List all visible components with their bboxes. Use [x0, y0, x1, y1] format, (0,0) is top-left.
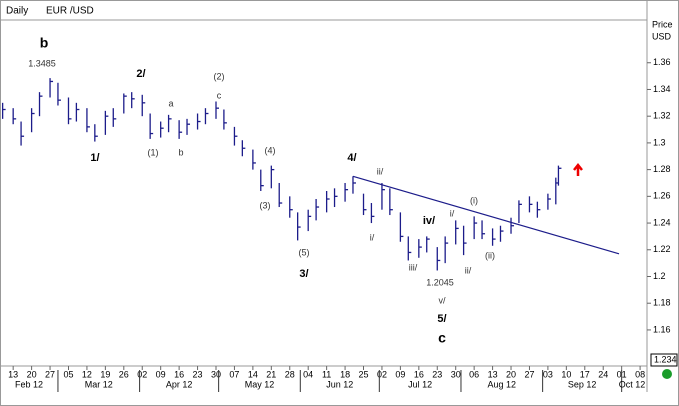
wave-label: (i)	[470, 195, 478, 205]
wave-label: (ii)	[485, 250, 495, 260]
wave-label: 1.2045	[426, 277, 454, 287]
x-tick-label: 20	[27, 369, 37, 379]
wave-label: c	[217, 90, 222, 100]
x-tick-label: 13	[488, 369, 498, 379]
x-tick-label: 12	[82, 369, 92, 379]
wave-label: (1)	[148, 147, 159, 157]
x-tick-label: 28	[285, 369, 295, 379]
x-tick-label: 09	[395, 369, 405, 379]
y-tick-label: 1.26	[653, 191, 671, 201]
month-label: Jul 12	[408, 379, 432, 389]
y-axis-label: Price	[652, 19, 673, 29]
wave-label: a	[168, 98, 173, 108]
month-label: Feb 12	[15, 379, 43, 389]
wave-label: 3/	[299, 268, 308, 280]
wave-label: 5/	[437, 313, 446, 325]
wave-label: iii/	[409, 262, 418, 272]
x-tick-label: 23	[193, 369, 203, 379]
x-tick-label: 02	[377, 369, 387, 379]
wave-label: b	[40, 35, 49, 51]
x-tick-label: 24	[598, 369, 608, 379]
wave-label: ii/	[465, 265, 472, 275]
x-tick-label: 04	[303, 369, 313, 379]
month-label: Sep 12	[568, 379, 597, 389]
x-tick-label: 14	[248, 369, 258, 379]
x-tick-label: 16	[174, 369, 184, 379]
y-tick-label: 1.24	[653, 217, 671, 227]
x-tick-label: 08	[635, 369, 645, 379]
month-label: Aug 12	[488, 379, 517, 389]
x-tick-label: 27	[45, 369, 55, 379]
status-dot	[662, 369, 672, 379]
x-tick-label: 09	[156, 369, 166, 379]
x-tick-label: 18	[340, 369, 350, 379]
x-tick-label: 23	[432, 369, 442, 379]
wave-label: 1.3485	[28, 58, 56, 68]
x-tick-label: 02	[137, 369, 147, 379]
wave-label: (2)	[214, 71, 225, 81]
x-tick-label: 20	[506, 369, 516, 379]
y-tick-label: 1.3	[653, 137, 666, 147]
up-arrow	[573, 162, 583, 176]
chart-title: Daily	[6, 6, 28, 17]
wave-label: (4)	[265, 145, 276, 155]
y-tick-label: 1.34	[653, 84, 671, 94]
y-tick-label: 1.36	[653, 57, 671, 67]
x-tick-label: 06	[469, 369, 479, 379]
x-tick-label: 27	[524, 369, 534, 379]
x-tick-label: 03	[543, 369, 553, 379]
x-tick-label: 10	[561, 369, 571, 379]
x-tick-label: 26	[119, 369, 129, 379]
chart-subtitle: EUR /USD	[46, 6, 94, 17]
wave-label: 4/	[347, 152, 356, 164]
x-tick-label: 07	[229, 369, 239, 379]
x-tick-label: 21	[266, 369, 276, 379]
x-tick-label: 05	[63, 369, 73, 379]
x-tick-label: 30	[451, 369, 461, 379]
x-tick-label: 19	[100, 369, 110, 379]
x-tick-label: 25	[359, 369, 369, 379]
wave-label: c	[438, 330, 446, 346]
wave-label: ii/	[377, 166, 384, 176]
wave-label: iv/	[423, 215, 435, 227]
wave-label: (5)	[299, 247, 310, 257]
wave-label: 1/	[90, 152, 99, 164]
x-tick-label: 13	[8, 369, 18, 379]
y-tick-label: 1.18	[653, 298, 671, 308]
wave-label: v/	[438, 295, 446, 305]
y-tick-label: 1.32	[653, 111, 671, 121]
x-tick-label: 17	[580, 369, 590, 379]
y-tick-label: 1.22	[653, 244, 671, 254]
wave-label: 2/	[136, 68, 145, 80]
x-tick-label: 11	[322, 369, 331, 379]
wave-label: i/	[370, 232, 375, 242]
price-box	[650, 353, 678, 367]
wave-label: b	[178, 147, 183, 157]
price-box-text: 1.234	[654, 354, 677, 364]
month-label: Apr 12	[166, 379, 193, 389]
x-tick-label: 30	[211, 369, 221, 379]
y-tick-label: 1.28	[653, 164, 671, 174]
wave-label: i/	[450, 208, 455, 218]
y-axis-unit: USD	[652, 31, 672, 41]
y-tick-label: 1.2	[653, 271, 666, 281]
x-tick-label: 16	[414, 369, 424, 379]
month-label: Jun 12	[326, 379, 353, 389]
trendline	[352, 175, 620, 255]
y-tick-label: 1.16	[653, 324, 671, 334]
month-label: Oct 12	[619, 379, 646, 389]
month-label: Mar 12	[85, 379, 113, 389]
wave-label: (3)	[260, 200, 271, 210]
month-label: May 12	[245, 379, 275, 389]
